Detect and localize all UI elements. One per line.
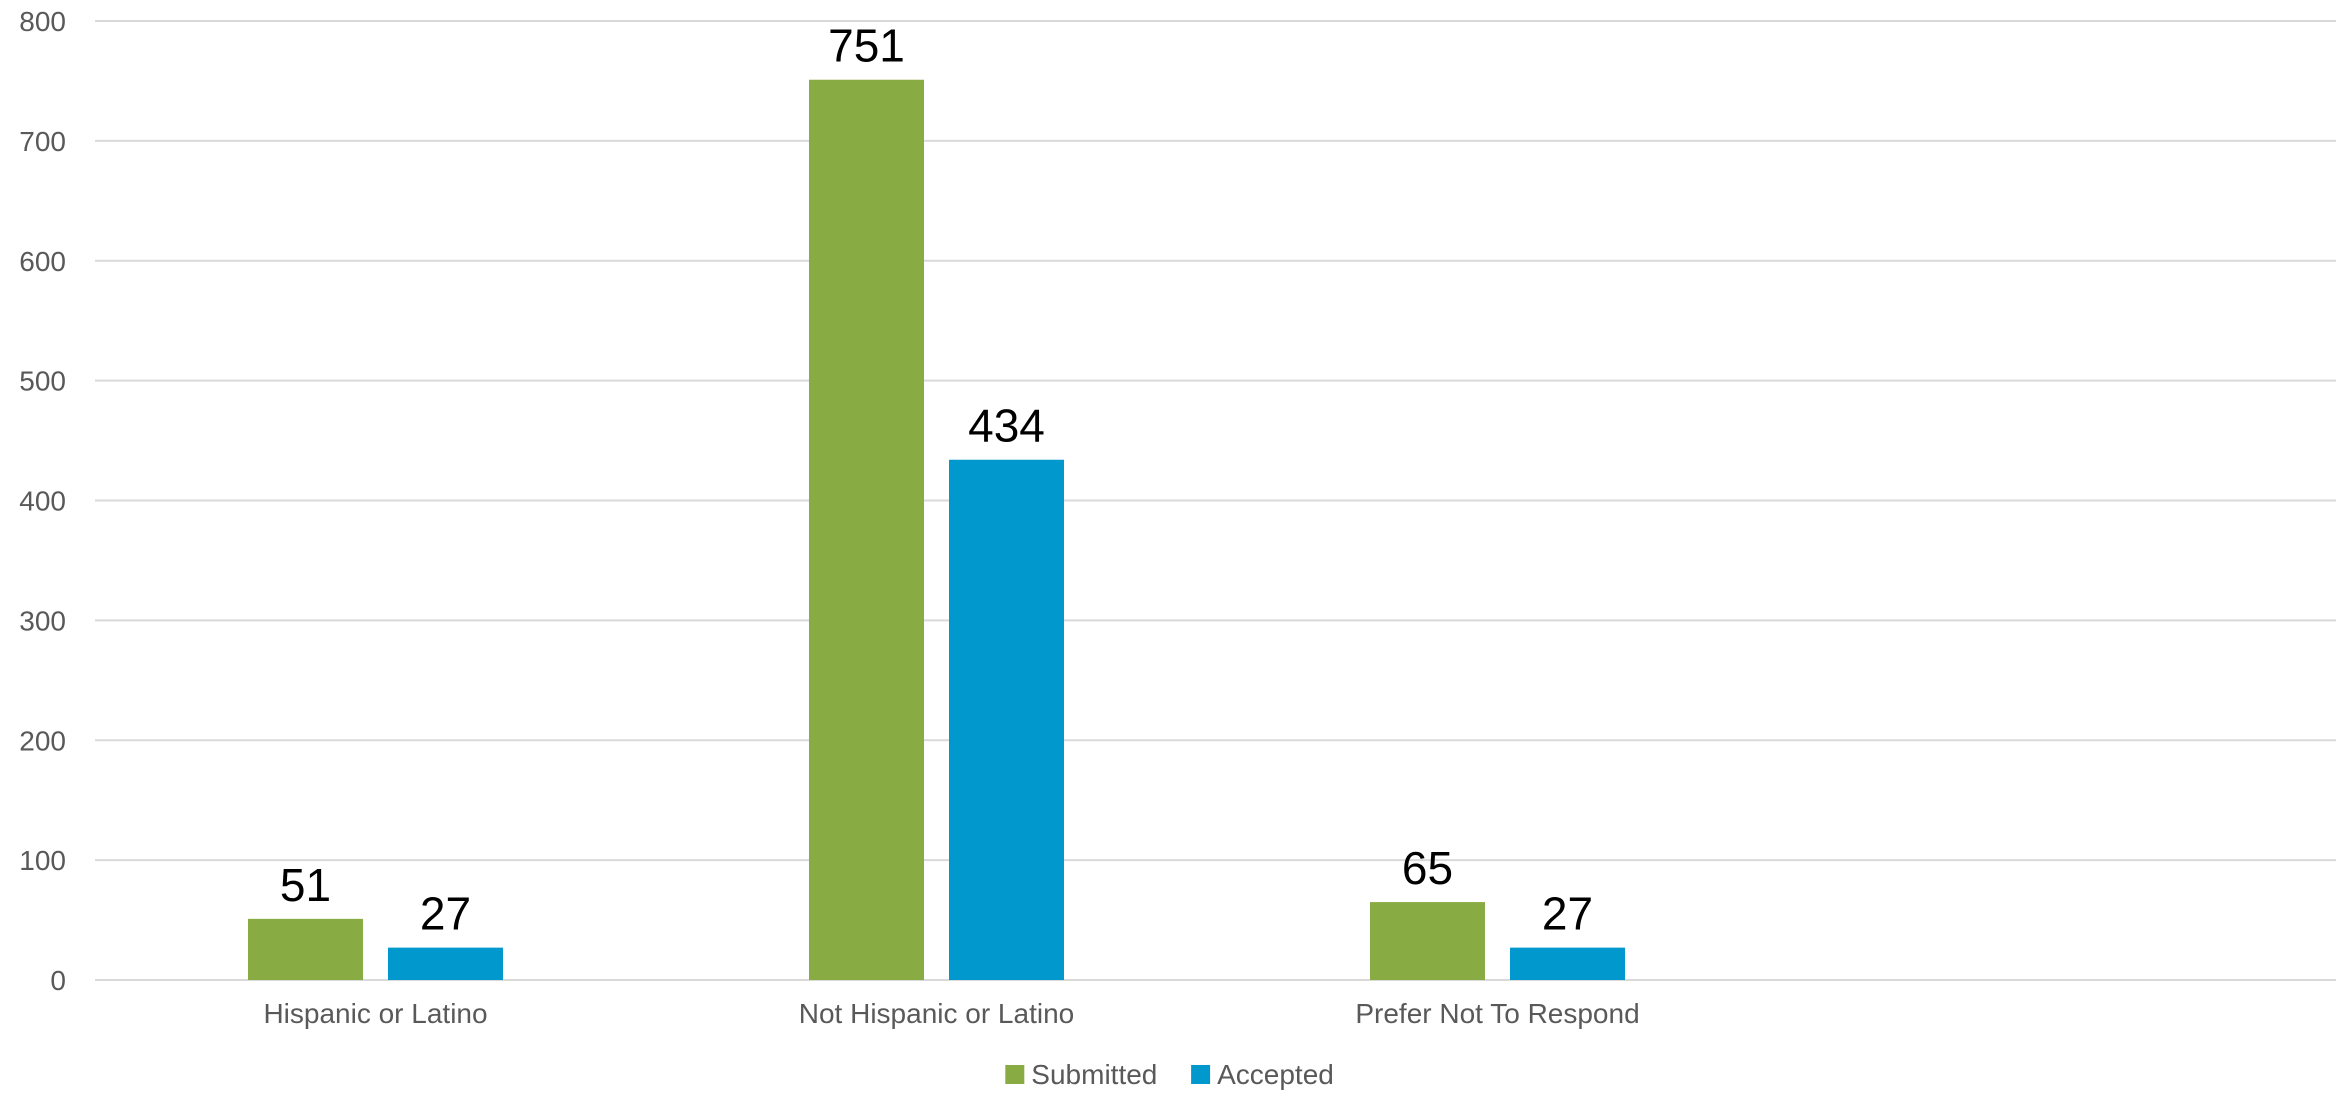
legend: Submitted Accepted — [1005, 1059, 1334, 1090]
data-label-accepted-2: 27 — [1542, 888, 1593, 940]
bars — [248, 79, 1625, 980]
y-tick-label: 800 — [19, 6, 66, 37]
x-category-label: Prefer Not To Respond — [1355, 998, 1639, 1029]
x-category-label: Not Hispanic or Latino — [799, 998, 1074, 1029]
data-label-accepted-0: 27 — [420, 888, 471, 940]
bar-submitted-1 — [809, 79, 924, 980]
legend-label-submitted: Submitted — [1031, 1059, 1157, 1090]
data-label-accepted-1: 434 — [968, 400, 1045, 452]
legend-swatch-accepted — [1191, 1065, 1211, 1084]
y-tick-label: 100 — [19, 845, 66, 876]
y-tick-label: 500 — [19, 366, 66, 397]
bar-submitted-2 — [1370, 902, 1485, 980]
data-label-submitted-2: 65 — [1402, 842, 1453, 894]
legend-label-accepted: Accepted — [1217, 1059, 1334, 1090]
y-tick-label: 200 — [19, 725, 66, 756]
y-tick-label: 600 — [19, 246, 66, 277]
bar-submitted-0 — [248, 918, 363, 980]
y-tick-label: 0 — [50, 965, 66, 996]
gridlines — [95, 20, 2336, 981]
y-axis-ticks: 0 100 200 300 400 500 600 700 800 — [19, 6, 66, 996]
bar-accepted-2 — [1510, 947, 1625, 980]
y-tick-label: 700 — [19, 126, 66, 157]
bar-accepted-1 — [949, 459, 1064, 980]
y-tick-label: 400 — [19, 486, 66, 517]
x-axis-categories: Hispanic or Latino Not Hispanic or Latino… — [263, 998, 1639, 1029]
legend-swatch-submitted — [1005, 1065, 1025, 1084]
data-labels: 51 27 751 434 65 27 — [280, 20, 1593, 940]
x-category-label: Hispanic or Latino — [263, 998, 487, 1029]
y-tick-label: 300 — [19, 605, 66, 636]
data-label-submitted-1: 751 — [828, 20, 905, 72]
data-label-submitted-0: 51 — [280, 859, 331, 911]
bar-accepted-0 — [388, 947, 503, 980]
